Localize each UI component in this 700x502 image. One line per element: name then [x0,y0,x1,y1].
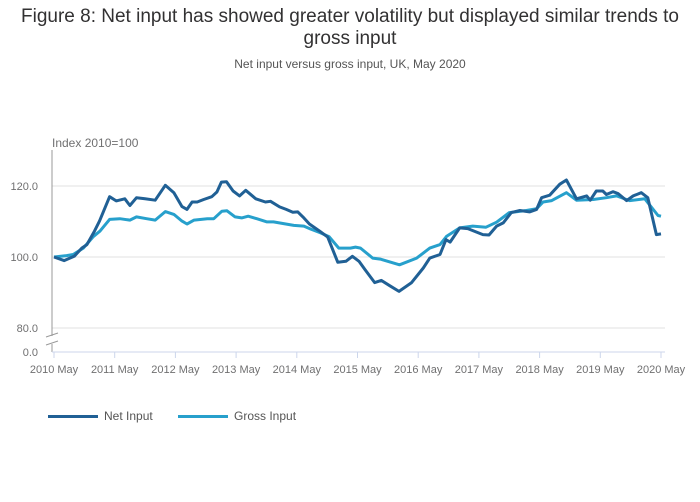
x-tick-label: 2013 May [212,364,261,376]
y-tick-label: 100.0 [10,252,38,264]
series-line-gross-input [53,191,662,267]
y-tick-label: 120.0 [10,181,38,193]
x-tick-label: 2016 May [394,364,443,376]
legend-swatch-gross [178,414,228,418]
chart-subtitle: Net input versus gross input, UK, May 20… [234,57,466,71]
axis-break-mark [45,340,59,346]
x-tick-label: 2012 May [151,364,200,376]
axis-break-mark [45,332,59,338]
legend-swatch-net [48,414,98,418]
series-line-net-input [53,178,662,293]
x-tick-label: 2020 May [637,364,686,376]
y-axis-label: Index 2010=100 [52,136,139,150]
legend-label-net: Net Input [104,409,153,423]
y-tick-label: 0.0 [23,347,38,359]
x-tick-label: 2010 May [30,364,79,376]
x-tick-label: 2019 May [576,364,625,376]
legend-label-gross: Gross Input [234,409,297,423]
chart-title: Figure 8: Net input has showed greater v… [21,6,679,49]
x-tick-label: 2014 May [273,364,322,376]
x-tick-label: 2018 May [515,364,564,376]
x-tick-label: 2015 May [333,364,382,376]
legend-item-net-input: Net Input [48,409,153,423]
x-tick-label: 2011 May [91,364,139,376]
x-tick-label: 2017 May [455,364,504,376]
y-tick-label: 80.0 [17,323,38,335]
legend-item-gross-input: Gross Input [178,409,296,423]
